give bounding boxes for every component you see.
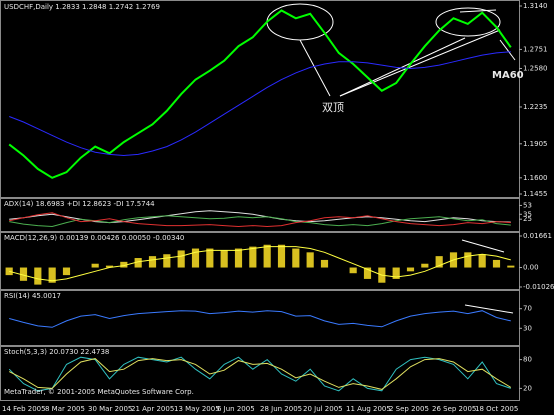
y-tick-label: 1.2580 [523,64,548,72]
panel-frame [0,290,520,346]
series-line [8,356,511,392]
bar [48,267,56,283]
panel-title: Stoch(5,3,3) 20.0730 22.4738 [4,348,109,356]
bar [306,252,314,268]
bar [406,267,415,272]
bar [349,267,357,274]
panel-frame [0,232,520,290]
bar [34,267,42,285]
x-tick-label: 8 Mar 2005 [45,405,85,413]
panel-frame [0,346,520,401]
y-tick-label: 1.1455 [523,190,548,198]
x-tick-label: 2 Sep 2005 [389,405,429,413]
y-tick-label: 25 [523,215,532,223]
series-line [9,51,511,157]
bar [249,246,257,268]
bar [507,265,515,268]
y-tick-label: 70 [523,305,532,313]
y-tick-label: 1.1600 [523,174,548,182]
series-line [9,310,511,328]
bar [421,263,429,268]
bar [105,265,114,268]
bar [363,267,372,279]
y-tick-label: 20 [523,384,532,392]
x-tick-label: 14 Feb 2005 [2,405,46,413]
bar [5,267,13,276]
x-tick-label: 18 Oct 2005 [475,405,518,413]
bar [177,250,185,268]
bar [320,259,329,268]
bar [19,267,28,281]
bar [62,267,71,276]
y-tick-label: 53 [523,201,532,209]
y-tick-label: 30 [523,324,532,332]
bar [206,248,214,268]
y-tick-label: 80 [523,356,532,364]
x-tick-label: 26 Sep 2005 [432,405,476,413]
y-tick-label: 1.3140 [523,2,548,10]
panel-title: RSI(14) 45.0017 [4,292,61,300]
bar [435,256,443,268]
bar [492,259,501,268]
bar [91,263,99,268]
bar [263,244,271,268]
bar [163,254,171,268]
copyright: MetaTrader, © 2001-2005 MetaQuotes Softw… [4,388,194,396]
annotation: 双顶 [322,101,344,114]
bar [134,258,142,268]
series-line [9,246,511,282]
bar [277,244,286,268]
series-line [8,9,512,179]
bar [191,248,200,268]
y-tick-label: 1.2751 [523,45,548,53]
x-tick-label: 21 Apr 2005 [131,405,174,413]
bar [220,250,228,268]
bar [478,254,486,268]
x-tick-label: 13 May 2005 [174,405,220,413]
bar [464,252,472,268]
y-tick-label: -0.01026 [523,283,554,291]
series-line [8,358,512,390]
series-line [9,212,511,228]
x-tick-label: 6 Jun 2005 [217,405,255,413]
drawing [266,3,516,314]
bar [148,256,157,268]
y-tick-label: 1.1905 [523,140,548,148]
y-tick-label: 1.2235 [523,103,548,111]
panel-title: ADX(14) 18.6983 +DI 12.8623 -DI 17.5744 [4,200,155,208]
bar [120,261,128,268]
annotation: MA60 [492,70,524,81]
panel-title: MACD(12,26,9) 0.00139 0.00426 0.00050 -0… [4,234,184,242]
panel-frame [0,0,520,198]
x-tick-label: 30 Mar 2005 [88,405,132,413]
x-tick-label: 20 Jul 2005 [303,405,343,413]
bar [292,248,300,268]
y-tick-label: 0.00 [523,264,539,272]
bar [392,267,400,279]
x-tick-label: 28 Jun 2005 [260,405,302,413]
panel-frame [0,198,520,232]
y-tick-label: 35 [523,210,532,218]
y-tick-label: 0.01661 [523,232,552,240]
x-tick-label: 11 Aug 2005 [346,405,391,413]
bar [234,248,243,268]
panel-title: USDCHF,Daily 1.2833 1.2848 1.2742 1.2769 [4,3,160,11]
